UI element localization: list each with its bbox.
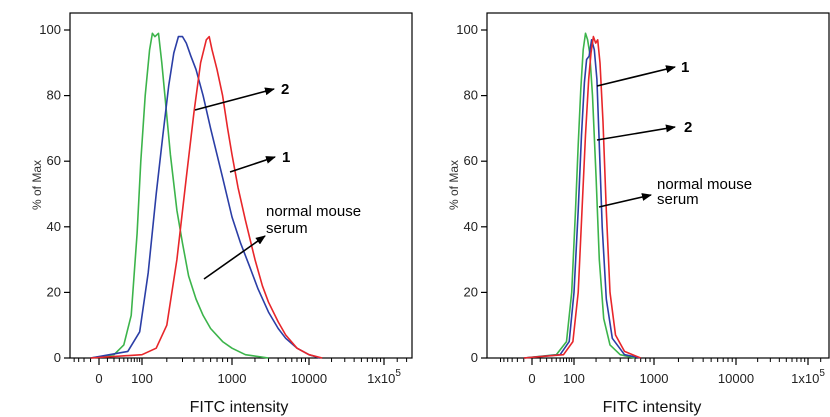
y-axis-title: % of Max <box>30 160 44 210</box>
annotation-arrow <box>194 87 275 111</box>
y-tick-label: 20 <box>47 284 61 299</box>
x-axis-title: FITC intensity <box>603 399 702 416</box>
y-tick-label: 100 <box>456 22 478 37</box>
y-tick-label: 40 <box>464 219 478 234</box>
x-tick-label: 1x105 <box>791 368 825 386</box>
x-tick-label: 100 <box>131 371 153 386</box>
histogram-panel-right: 0 20 40 60 80 100 % of Max 0 100 1000 10000 1x105 FI… <box>447 12 830 416</box>
y-tick-label: 60 <box>464 153 478 168</box>
histogram-series-1 <box>523 32 636 359</box>
annotation-arrow <box>229 156 276 173</box>
x-tick-label: 100 <box>563 371 585 386</box>
histogram-series-1 <box>90 32 269 359</box>
annotation-arrow <box>203 235 266 280</box>
annotation-label: 1 <box>282 149 290 166</box>
y-tick-label: 80 <box>47 88 61 103</box>
annotation-label-line2: serum <box>266 220 308 237</box>
annotation-label: 2 <box>281 81 289 98</box>
histogram-panel-left: 0 20 40 60 80 100 % of Max 0 100 1000 10000 1x105 FI… <box>30 12 413 416</box>
annotation-arrow <box>596 65 676 87</box>
histogram-series-2 <box>523 38 641 359</box>
annotation-arrow <box>596 124 676 141</box>
x-tick-label: 10000 <box>291 371 327 386</box>
x-tick-label: 0 <box>528 371 535 386</box>
y-tick-label: 0 <box>54 350 61 365</box>
x-tick-label: 1000 <box>640 371 669 386</box>
annotation-label-line2: serum <box>657 191 699 208</box>
histogram-series-3 <box>90 35 323 359</box>
y-tick-label: 0 <box>471 350 478 365</box>
y-tick-label: 80 <box>464 88 478 103</box>
x-tick-label: 0 <box>95 371 102 386</box>
histogram-series-3 <box>523 35 642 359</box>
histogram-series-2 <box>90 35 321 359</box>
y-tick-label: 20 <box>464 284 478 299</box>
y-tick-label: 60 <box>47 153 61 168</box>
plot-frame <box>69 12 413 359</box>
y-tick-label: 100 <box>39 22 61 37</box>
annotation-arrow <box>598 193 652 208</box>
x-tick-label: 10000 <box>718 371 754 386</box>
plot-frame <box>486 12 830 359</box>
x-axis-title: FITC intensity <box>190 399 289 416</box>
y-tick-label: 40 <box>47 219 61 234</box>
annotation-label: 1 <box>681 59 689 76</box>
annotation-label: 2 <box>684 119 692 136</box>
annotation-label: normal mouse <box>657 176 752 193</box>
y-axis-title: % of Max <box>447 160 461 210</box>
x-tick-label: 1000 <box>218 371 247 386</box>
annotation-label: normal mouse <box>266 203 361 220</box>
x-tick-label: 1x105 <box>367 368 401 386</box>
